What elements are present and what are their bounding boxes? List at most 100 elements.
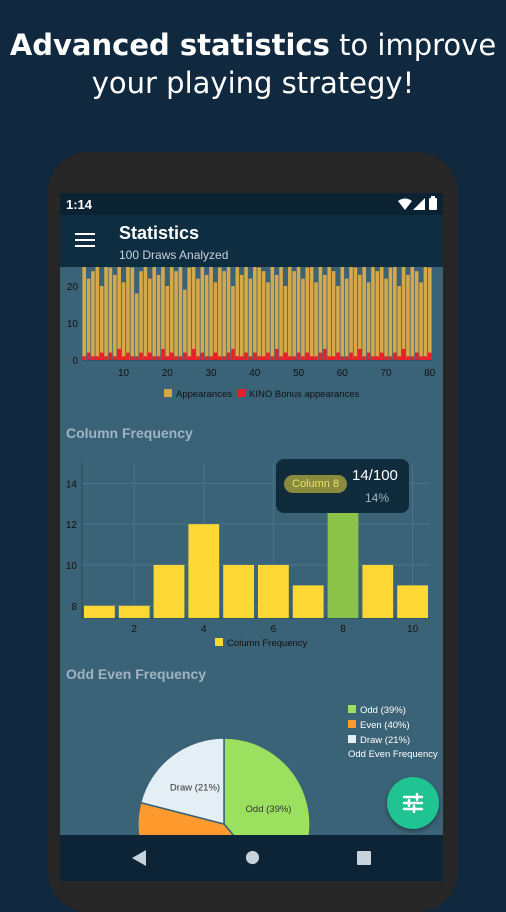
- appearance-bar: [353, 267, 358, 360]
- bonus-bar: [292, 356, 296, 360]
- x-tick-label: 30: [206, 368, 218, 379]
- appearance-bar: [323, 274, 327, 360]
- bonus-bar: [196, 356, 200, 360]
- bonus-bar: [191, 348, 196, 360]
- legend-title: Odd Even Frequency: [348, 749, 438, 760]
- appearance-bar: [139, 271, 143, 360]
- bonus-bar: [305, 352, 310, 360]
- appearance-bar: [410, 267, 415, 360]
- column-bar[interactable]: [188, 524, 220, 618]
- appearance-bar: [397, 286, 401, 360]
- appearance-bar: [305, 267, 310, 360]
- appearance-bar: [86, 278, 91, 360]
- x-tick-label: 40: [249, 368, 261, 379]
- bonus-bar: [117, 348, 121, 360]
- pie-slice-draw[interactable]: [139, 737, 225, 825]
- back-icon[interactable]: [132, 850, 146, 866]
- bonus-bar: [209, 356, 213, 360]
- appearance-bar: [375, 271, 380, 360]
- bonus-bar: [183, 352, 187, 360]
- chart-legend: Column Frequency: [215, 638, 308, 649]
- y-tick-label: 14: [66, 479, 78, 490]
- x-tick-label: 20: [162, 368, 174, 379]
- bonus-bar: [148, 352, 152, 360]
- bonus-bar: [358, 348, 362, 360]
- bonus-bar: [204, 356, 209, 360]
- bonus-bar: [428, 352, 432, 360]
- bonus-bar: [283, 352, 288, 360]
- appearance-bar: [318, 267, 323, 360]
- appearance-bar: [349, 267, 353, 360]
- x-tick-label: 80: [424, 368, 436, 379]
- pie-slice-label: Odd (39%): [246, 804, 292, 815]
- bonus-bar: [121, 356, 126, 360]
- appearance-bar: [336, 286, 340, 360]
- signal-icon: [413, 198, 425, 210]
- bonus-bar: [235, 356, 240, 360]
- column-bar[interactable]: [397, 585, 428, 618]
- appearance-bar: [301, 278, 305, 360]
- appearance-bar: [283, 286, 288, 360]
- appearance-bar: [82, 267, 86, 360]
- y-tick-label: 12: [66, 520, 78, 531]
- bonus-bar: [187, 356, 191, 360]
- bonus-bar: [318, 352, 323, 360]
- pie-legend: Odd (39%) Even (40%) Draw (21%) Odd Even Fr…: [348, 705, 438, 760]
- bonus-bar: [257, 356, 261, 360]
- column-bar[interactable]: [223, 564, 254, 618]
- home-icon[interactable]: [245, 850, 260, 865]
- bonus-bar: [406, 356, 410, 360]
- appearance-bar: [187, 267, 191, 360]
- appearance-bar: [143, 267, 148, 360]
- filter-button[interactable]: [387, 777, 439, 829]
- appearance-bar: [288, 267, 292, 360]
- bonus-bar: [401, 348, 406, 360]
- x-tick-label: 70: [381, 368, 393, 379]
- menu-icon[interactable]: [75, 233, 95, 249]
- appearance-bar: [244, 267, 248, 360]
- promo-rest: to improve: [329, 28, 497, 62]
- appearance-bar: [218, 267, 222, 360]
- appearance-bar: [113, 274, 117, 360]
- column-bar[interactable]: [292, 585, 324, 618]
- bonus-bar: [126, 352, 130, 360]
- recents-icon[interactable]: [357, 851, 371, 865]
- bonus-bar: [169, 352, 174, 360]
- appearance-bar: [344, 278, 349, 360]
- column-bar[interactable]: [153, 564, 185, 618]
- column-bar[interactable]: [362, 564, 394, 618]
- system-nav-bar: [60, 835, 443, 881]
- appearance-bar: [248, 278, 253, 360]
- y-tick-label: 0: [72, 356, 78, 367]
- battery-icon: [429, 196, 437, 210]
- appearance-bar: [156, 274, 161, 360]
- appearance-bar: [327, 267, 331, 360]
- column-bar[interactable]: [258, 564, 289, 618]
- appearance-bar: [358, 274, 362, 360]
- column-bar[interactable]: [118, 605, 150, 618]
- bonus-bar: [323, 348, 327, 360]
- bonus-bar: [349, 352, 353, 360]
- legend-label: Even (40%): [360, 720, 410, 731]
- bonus-bar: [139, 352, 143, 360]
- appearance-bar: [169, 267, 174, 360]
- bonus-bar: [143, 356, 148, 360]
- bonus-bar: [353, 356, 358, 360]
- promo-line2: your playing strategy!: [91, 66, 415, 100]
- legend-swatch: [348, 720, 356, 728]
- bonus-bar: [174, 356, 178, 360]
- legend-label-column: Column Frequency: [227, 638, 308, 649]
- appearance-bar: [134, 293, 139, 360]
- column-bar[interactable]: [84, 605, 115, 618]
- bonus-bar: [178, 356, 183, 360]
- page-subtitle: 100 Draws Analyzed: [119, 248, 229, 262]
- appearance-bar: [209, 267, 213, 360]
- bonus-bar: [213, 352, 218, 360]
- appearance-bar: [104, 267, 108, 360]
- appearance-bar: [309, 267, 314, 360]
- chart-tooltip: Column 8 14/100 14%: [276, 459, 409, 513]
- status-time: 1:14: [66, 197, 93, 212]
- appearance-bar: [414, 271, 419, 360]
- bonus-bar: [244, 352, 248, 360]
- column-frequency-title: Column Frequency: [66, 425, 193, 441]
